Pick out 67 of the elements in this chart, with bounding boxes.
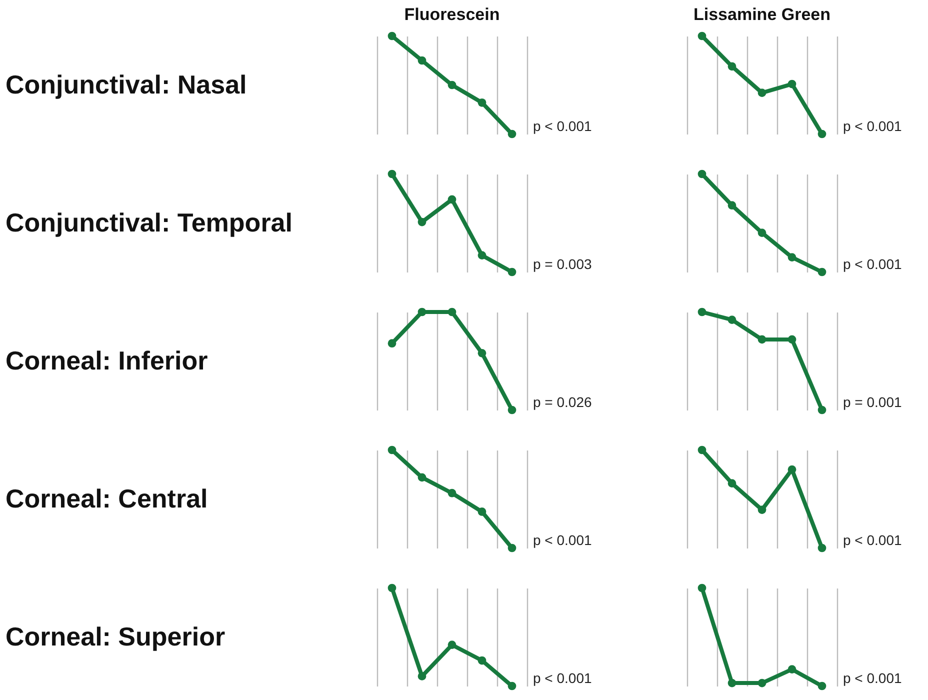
point bbox=[758, 228, 766, 237]
point bbox=[448, 308, 456, 316]
y-axis-title: Corneal: Superior bbox=[6, 622, 226, 652]
point bbox=[788, 335, 796, 344]
text: p < 0.001 bbox=[843, 256, 902, 272]
point bbox=[388, 339, 396, 348]
point bbox=[788, 665, 796, 674]
point bbox=[698, 584, 706, 592]
point bbox=[388, 170, 396, 178]
point bbox=[788, 465, 796, 474]
point bbox=[698, 32, 706, 40]
point bbox=[788, 80, 796, 88]
text: p < 0.001 bbox=[843, 532, 902, 548]
point bbox=[818, 682, 826, 690]
text: p < 0.001 bbox=[843, 670, 902, 686]
point bbox=[478, 251, 486, 260]
point bbox=[508, 268, 516, 276]
point bbox=[728, 316, 736, 324]
point bbox=[788, 253, 796, 262]
point bbox=[758, 335, 766, 344]
point bbox=[818, 406, 826, 414]
point bbox=[478, 98, 486, 107]
point bbox=[508, 682, 516, 690]
point bbox=[478, 508, 486, 516]
point bbox=[698, 446, 706, 454]
text: p = 0.001 bbox=[843, 394, 902, 410]
text: p = 0.003 bbox=[533, 256, 592, 272]
point bbox=[508, 406, 516, 414]
point bbox=[478, 348, 486, 358]
text: p < 0.001 bbox=[843, 118, 902, 134]
point bbox=[728, 678, 736, 688]
text: p = 0.026 bbox=[533, 394, 592, 410]
point bbox=[508, 544, 516, 552]
point bbox=[478, 656, 486, 665]
point bbox=[818, 130, 826, 138]
point bbox=[758, 506, 766, 514]
text: p < 0.001 bbox=[533, 532, 592, 548]
point bbox=[388, 446, 396, 454]
point bbox=[418, 473, 426, 482]
point bbox=[758, 88, 766, 98]
point bbox=[418, 218, 426, 226]
text: p < 0.001 bbox=[533, 118, 592, 134]
point bbox=[728, 479, 736, 488]
point bbox=[418, 308, 426, 316]
y-axis-title: Conjunctival: Temporal bbox=[6, 208, 292, 238]
point bbox=[698, 170, 706, 178]
point bbox=[698, 308, 706, 316]
chart-title: Fluorescein bbox=[404, 4, 500, 24]
point bbox=[758, 678, 766, 688]
point bbox=[388, 584, 396, 592]
point bbox=[388, 32, 396, 40]
point bbox=[728, 201, 736, 210]
point bbox=[448, 488, 456, 498]
point bbox=[728, 62, 736, 71]
text: p < 0.001 bbox=[533, 670, 592, 686]
point bbox=[448, 640, 456, 650]
point bbox=[508, 130, 516, 138]
point bbox=[818, 544, 826, 552]
point bbox=[818, 268, 826, 276]
y-axis-title: Corneal: Central bbox=[6, 484, 208, 514]
point bbox=[418, 56, 426, 65]
chart-title: Lissamine Green bbox=[693, 4, 831, 24]
point bbox=[418, 672, 426, 680]
y-axis-title: Corneal: Inferior bbox=[6, 346, 208, 376]
point bbox=[448, 80, 456, 90]
y-axis-title: Conjunctival: Nasal bbox=[6, 70, 247, 100]
point bbox=[448, 195, 456, 204]
